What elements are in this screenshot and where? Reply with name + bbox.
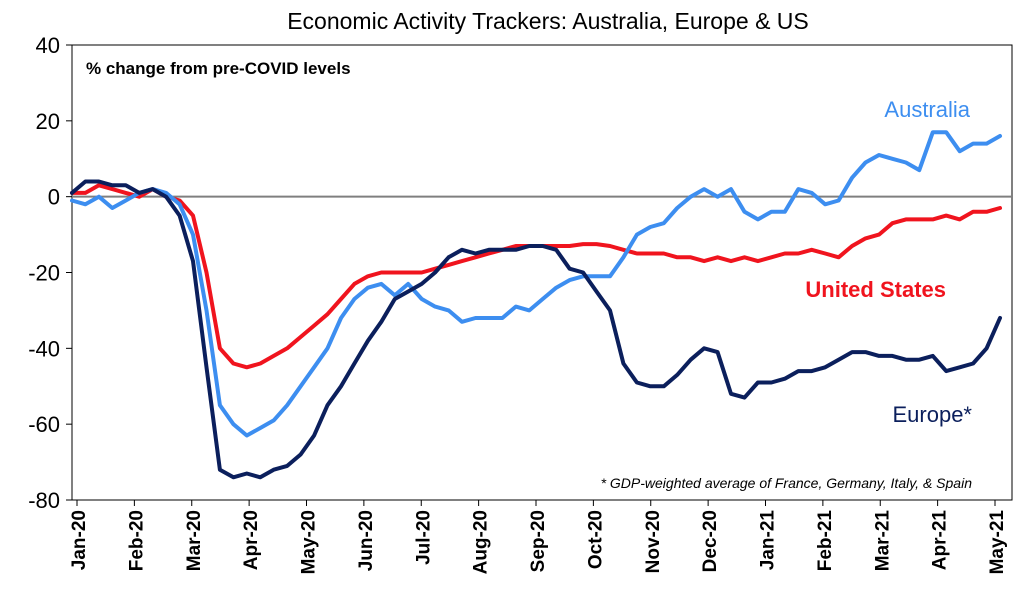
x-tick-label: Mar-20: [184, 510, 205, 571]
y-tick-label: -20: [28, 261, 60, 286]
y-tick-label: 0: [48, 185, 60, 210]
chart-footnote: * GDP-weighted average of France, German…: [601, 475, 973, 491]
series-label-europe: Europe*: [892, 402, 972, 427]
chart-subtitle: % change from pre-COVID levels: [86, 59, 351, 78]
x-axis: Jan-20 Feb-20 Mar-20 Apr-20 May-20 Jun-20 Jul-…: [69, 500, 1008, 574]
x-tick-label: Apr-21: [930, 510, 951, 571]
series-layer: [70, 130, 1002, 480]
y-tick-label: -40: [28, 336, 60, 361]
x-tick-label: Feb-21: [815, 510, 836, 572]
x-tick-label: May-21: [987, 510, 1008, 575]
y-tick-label: -60: [28, 412, 60, 437]
x-tick-label: Sep-20: [528, 510, 549, 572]
x-tick-label: Feb-20: [126, 510, 147, 571]
x-tick-label: Oct-20: [585, 510, 606, 569]
x-tick-label: Jan-20: [69, 510, 90, 570]
series-line-australia: [70, 130, 1002, 438]
x-tick-label: May-20: [299, 510, 320, 574]
x-tick-label: Jul-20: [413, 510, 434, 565]
chart-title: Economic Activity Trackers: Australia, E…: [287, 8, 809, 34]
series-line-europe: [70, 179, 1002, 480]
y-axis: 40 20 0 -20 -40 -60 -80: [28, 33, 1012, 513]
y-tick-label: -80: [28, 488, 60, 513]
x-tick-label: Dec-20: [700, 510, 721, 572]
y-tick-label: 20: [36, 109, 60, 134]
x-tick-label: Nov-20: [643, 510, 664, 573]
x-tick-label: Aug-20: [471, 510, 492, 574]
x-tick-label: Jun-20: [356, 510, 377, 571]
y-tick-label: 40: [36, 33, 60, 58]
series-label-australia: Australia: [884, 97, 970, 122]
x-tick-label: Apr-20: [241, 510, 262, 570]
x-tick-label: Jan-21: [758, 510, 779, 571]
legend-layer: Australia United States Europe*: [805, 97, 972, 427]
x-tick-label: Mar-21: [872, 510, 893, 572]
series-label-united-states: United States: [805, 277, 946, 302]
